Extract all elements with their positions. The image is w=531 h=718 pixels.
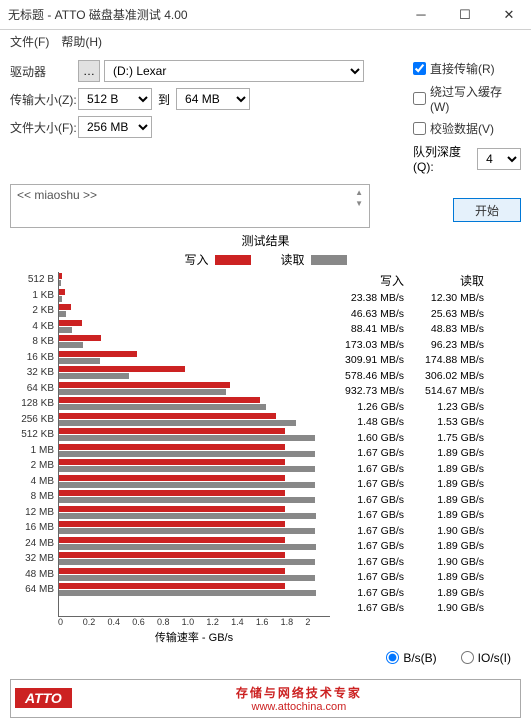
drive-browse-button[interactable]: … — [78, 60, 100, 82]
footer-url: www.attochina.com — [82, 701, 516, 713]
legend-write-swatch — [215, 255, 251, 265]
description-box[interactable]: << miaoshu >> ▲▼ — [10, 184, 370, 228]
content: 驱动器 … (D:) Lexar 传输大小(Z): 512 B 到 64 MB … — [0, 52, 531, 673]
transfer-from-select[interactable]: 512 B — [78, 88, 152, 110]
start-button[interactable]: 开始 — [453, 198, 521, 222]
bypass-cache-checkbox[interactable]: 绕过写入缓存(W) — [413, 83, 521, 114]
file-size-label: 文件大小(F): — [10, 119, 78, 136]
chart-xaxis: 00.20.40.60.81.01.21.41.61.82 — [58, 617, 330, 627]
description-placeholder: << miaoshu >> — [17, 188, 97, 224]
drive-select[interactable]: (D:) Lexar — [104, 60, 364, 82]
legend-write-label: 写入 — [184, 251, 208, 268]
menubar: 文件(F) 帮助(H) — [0, 30, 531, 52]
rates-table: 写入 读取 23.38 MB/s12.30 MB/s46.63 MB/s25.6… — [330, 272, 490, 617]
legend-read-swatch — [311, 255, 347, 265]
bps-radio[interactable]: B/s(B) — [386, 651, 436, 665]
chart-title: 测试结果 — [10, 232, 521, 249]
queue-depth-select[interactable]: 4 — [477, 148, 521, 170]
to-label: 到 — [158, 91, 170, 108]
menu-help[interactable]: 帮助(H) — [57, 31, 106, 52]
titlebar: 无标题 - ATTO 磁盘基准测试 4.00 ─ ☐ ✕ — [0, 0, 531, 30]
file-size-select[interactable]: 256 MB — [78, 116, 152, 138]
unit-radios: B/s(B) IO/s(I) — [10, 651, 521, 665]
atto-logo: ATTO — [15, 688, 72, 708]
footer: ATTO 存储与网络技术专家 www.attochina.com — [10, 679, 521, 718]
drive-label: 驱动器 — [10, 63, 78, 80]
direct-io-checkbox[interactable]: 直接传输(R) — [413, 60, 521, 77]
window-title: 无标题 - ATTO 磁盘基准测试 4.00 — [8, 6, 399, 23]
queue-depth-label: 队列深度(Q): — [413, 143, 471, 174]
chart-area — [58, 272, 330, 617]
chart-ylabels: 512 B1 KB2 KB4 KB8 KB16 KB32 KB64 KB128 … — [10, 272, 58, 617]
footer-tagline: 存储与网络技术专家 — [82, 684, 516, 701]
chart: 512 B1 KB2 KB4 KB8 KB16 KB32 KB64 KB128 … — [10, 272, 330, 617]
minimize-button[interactable]: ─ — [399, 0, 443, 30]
legend: 写入 读取 — [10, 251, 521, 268]
verify-checkbox[interactable]: 校验数据(V) — [413, 120, 521, 137]
transfer-to-select[interactable]: 64 MB — [176, 88, 250, 110]
rates-read-header: 读取 — [410, 272, 490, 289]
window-controls: ─ ☐ ✕ — [399, 0, 531, 30]
xaxis-label: 传输速率 - GB/s — [58, 629, 330, 645]
maximize-button[interactable]: ☐ — [443, 0, 487, 30]
close-button[interactable]: ✕ — [487, 0, 531, 30]
menu-file[interactable]: 文件(F) — [6, 31, 53, 52]
rates-write-header: 写入 — [330, 272, 410, 289]
ios-radio[interactable]: IO/s(I) — [461, 651, 511, 665]
legend-read-label: 读取 — [281, 251, 305, 268]
transfer-size-label: 传输大小(Z): — [10, 91, 78, 108]
